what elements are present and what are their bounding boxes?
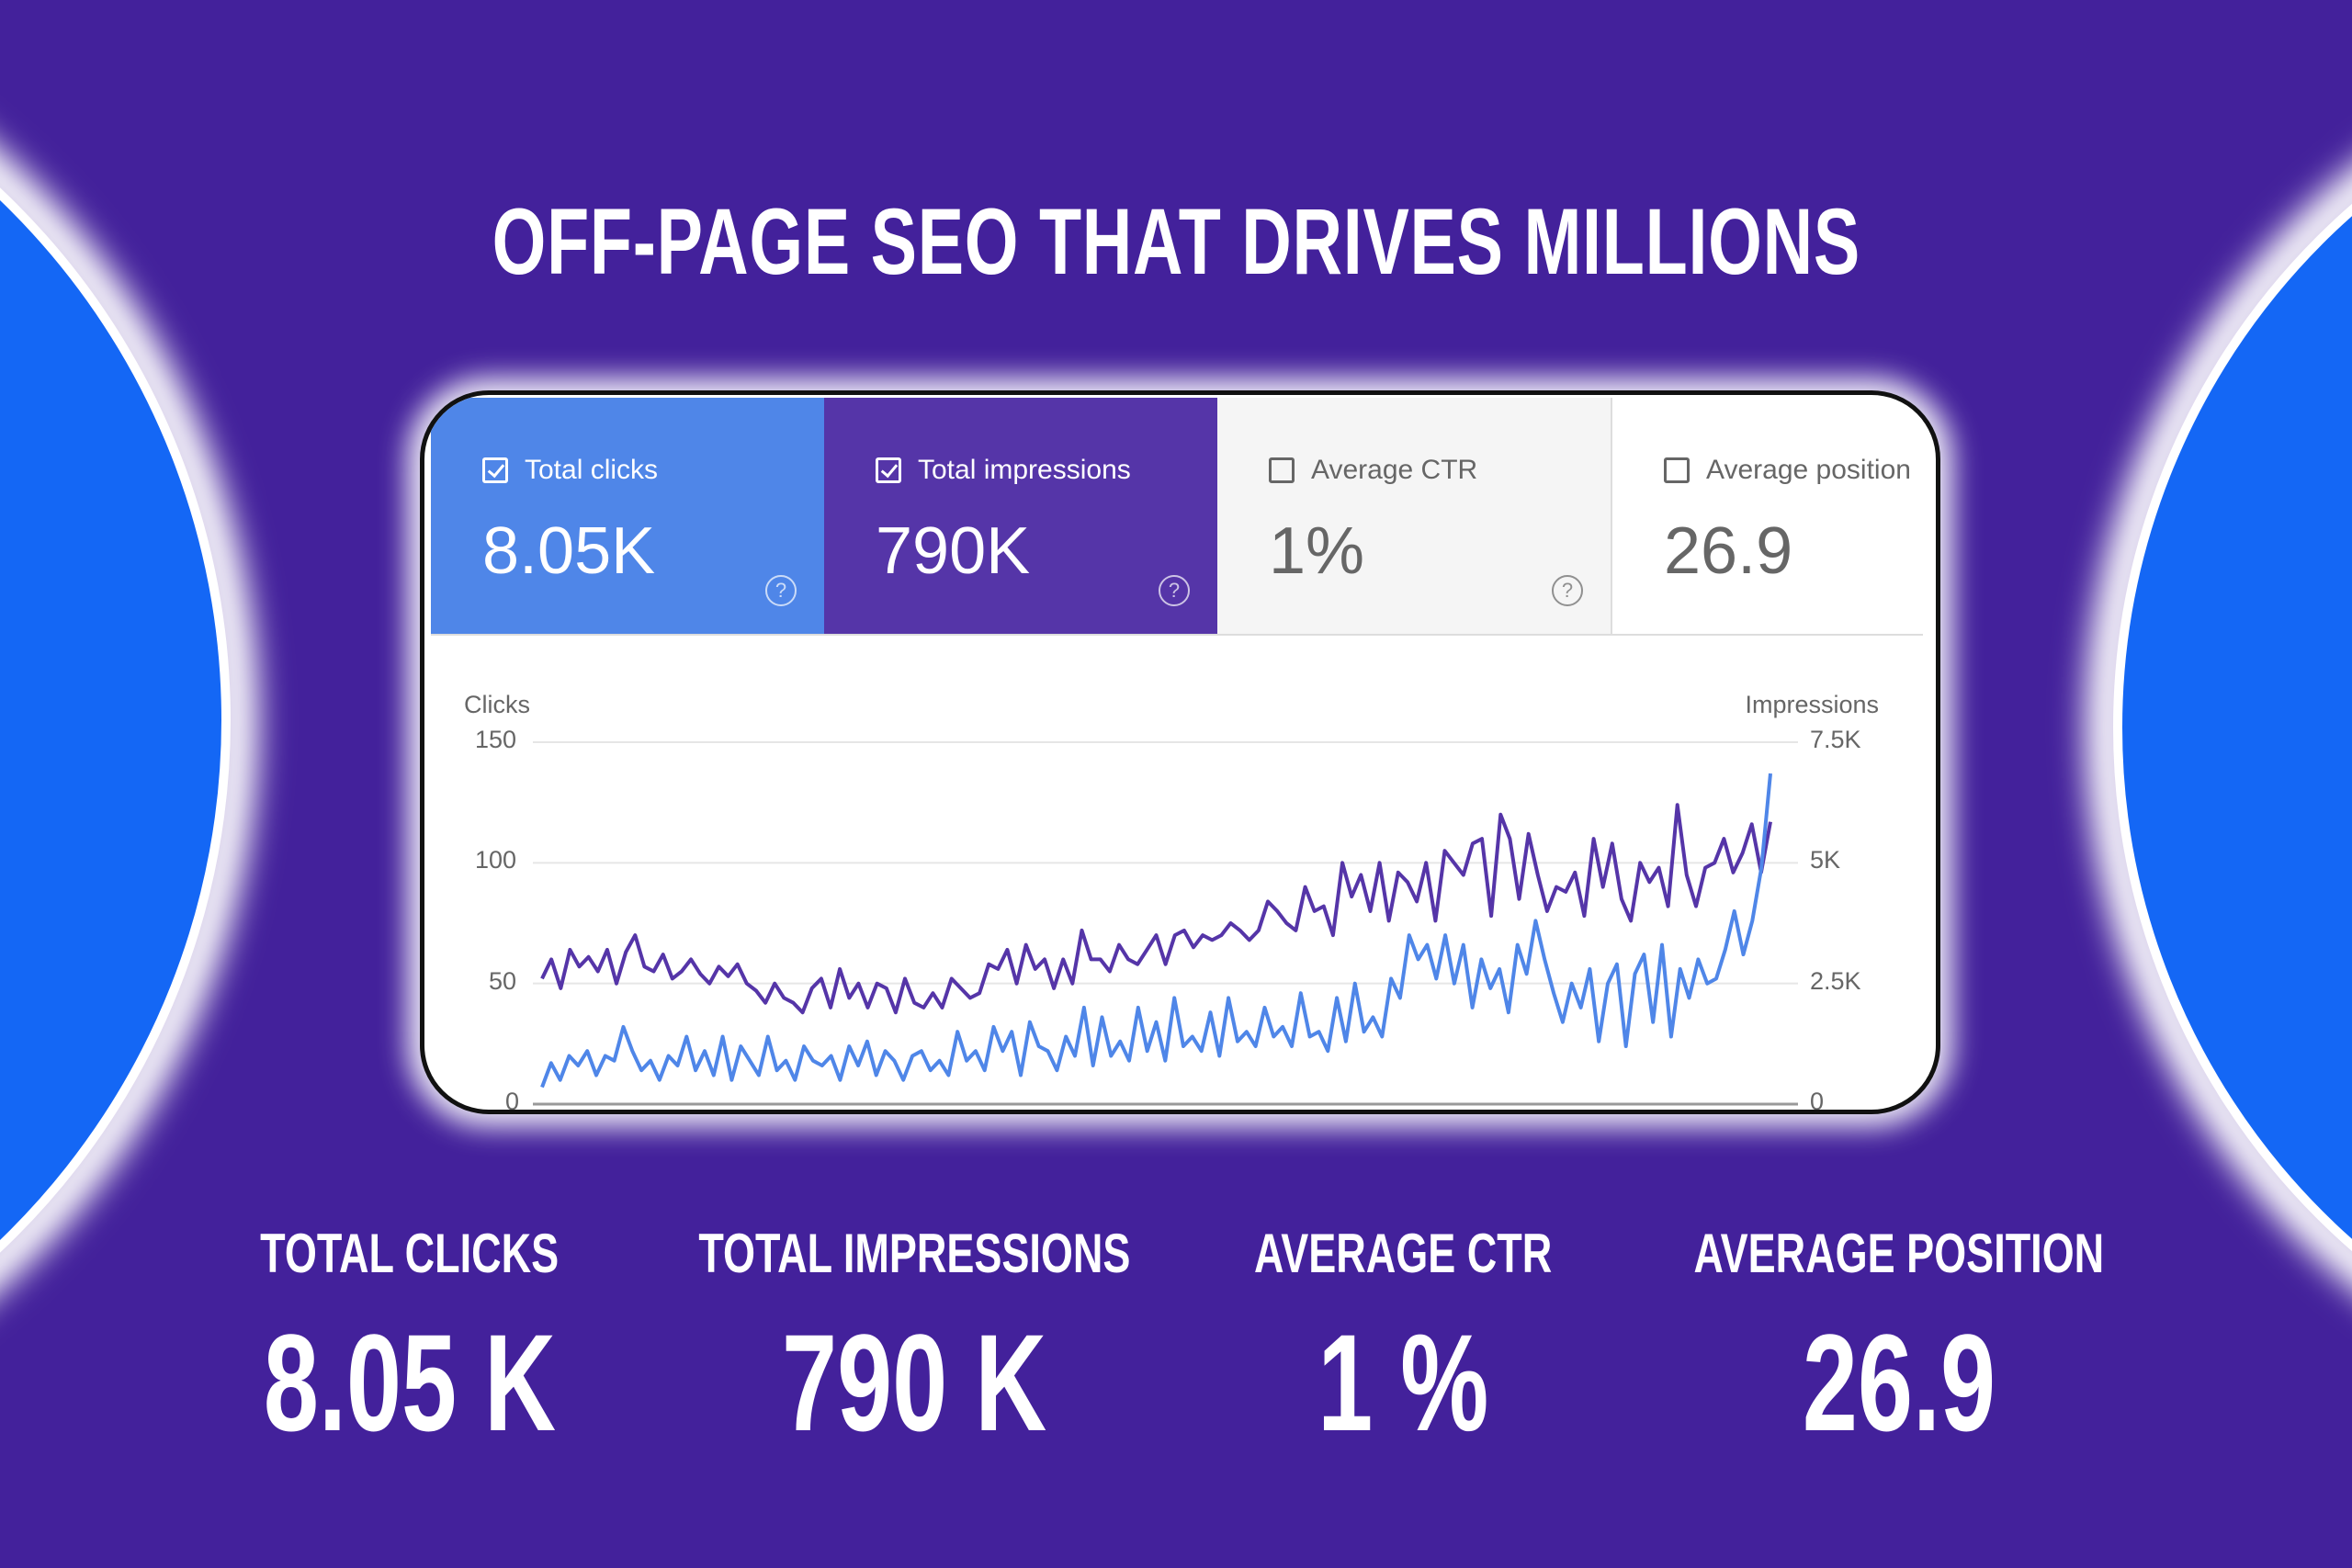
stat-total-clicks: TOTAL CLICKS 8.05 K	[88, 1222, 731, 1462]
decorative-circle-right-glow	[2086, 168, 2352, 1287]
right-axis-label: Impressions	[1745, 691, 1879, 718]
stat-value: 790 K	[781, 1305, 1047, 1460]
decorative-circle-right	[2113, 203, 2352, 1252]
stat-label: AVERAGE POSITION	[1693, 1223, 2105, 1284]
divider	[431, 634, 1923, 636]
stat-label: TOTAL IMPRESSIONS	[697, 1223, 1131, 1284]
left-tick-label: 0	[505, 1088, 520, 1114]
stat-value: 26.9	[1802, 1305, 1996, 1460]
help-icon[interactable]: ?	[1159, 575, 1190, 606]
checkbox-checked-icon[interactable]	[876, 457, 901, 483]
stat-average-ctr: AVERAGE CTR 1 %	[1081, 1222, 1724, 1462]
right-tick-label: 0	[1810, 1088, 1825, 1114]
series-line-clicks	[540, 773, 1772, 1089]
stat-label: TOTAL CLICKS	[260, 1223, 560, 1284]
right-tick-label: 2.5K	[1810, 967, 1861, 995]
left-tick-label: 150	[475, 726, 517, 753]
tab-value: 26.9	[1664, 514, 1793, 588]
checkbox-checked-icon[interactable]	[482, 457, 508, 483]
tab-total-clicks[interactable]: Total clicks 8.05K ?	[431, 398, 824, 634]
decorative-circle-left-glow	[0, 150, 258, 1291]
tab-label: Total clicks	[525, 455, 659, 485]
left-axis-label: Clicks	[464, 691, 530, 718]
right-tick-label: 5K	[1810, 846, 1841, 874]
left-tick-label: 50	[489, 967, 517, 995]
performance-line-chart	[533, 741, 1798, 1106]
search-console-performance-card: Total clicks 8.05K ? Total impressions 7…	[420, 390, 1940, 1114]
tab-label: Total impressions	[918, 455, 1131, 485]
stat-total-impressions: TOTAL IMPRESSIONS 790 K	[593, 1222, 1236, 1462]
tab-label: Average CTR	[1311, 455, 1478, 485]
series-line-impressions	[540, 803, 1772, 1015]
right-tick-label: 7.5K	[1810, 726, 1861, 753]
tab-average-position[interactable]: Average position 26.9	[1611, 398, 1923, 634]
checkbox-unchecked-icon[interactable]	[1664, 457, 1690, 483]
stat-label: AVERAGE CTR	[1253, 1223, 1553, 1284]
tab-value: 8.05K	[482, 514, 656, 588]
tab-total-impressions[interactable]: Total impressions 790K ?	[824, 398, 1217, 634]
help-icon[interactable]: ?	[765, 575, 797, 606]
tab-label: Average position	[1706, 455, 1911, 485]
headline-text: OFF-PAGE SEO THAT DRIVES MILLIONS	[492, 189, 1860, 294]
tab-value: 790K	[876, 514, 1031, 588]
help-icon[interactable]: ?	[1552, 575, 1583, 606]
tab-average-ctr[interactable]: Average CTR 1% ?	[1217, 398, 1611, 634]
stat-value: 8.05 K	[263, 1305, 557, 1460]
stat-average-position: AVERAGE POSITION 26.9	[1577, 1222, 2221, 1462]
left-tick-label: 100	[475, 846, 517, 874]
stat-value: 1 %	[1317, 1305, 1489, 1460]
tab-value: 1%	[1269, 514, 1365, 588]
decorative-circle-left	[0, 187, 231, 1253]
headline: OFF-PAGE SEO THAT DRIVES MILLIONS	[0, 188, 2352, 296]
checkbox-unchecked-icon[interactable]	[1269, 457, 1295, 483]
